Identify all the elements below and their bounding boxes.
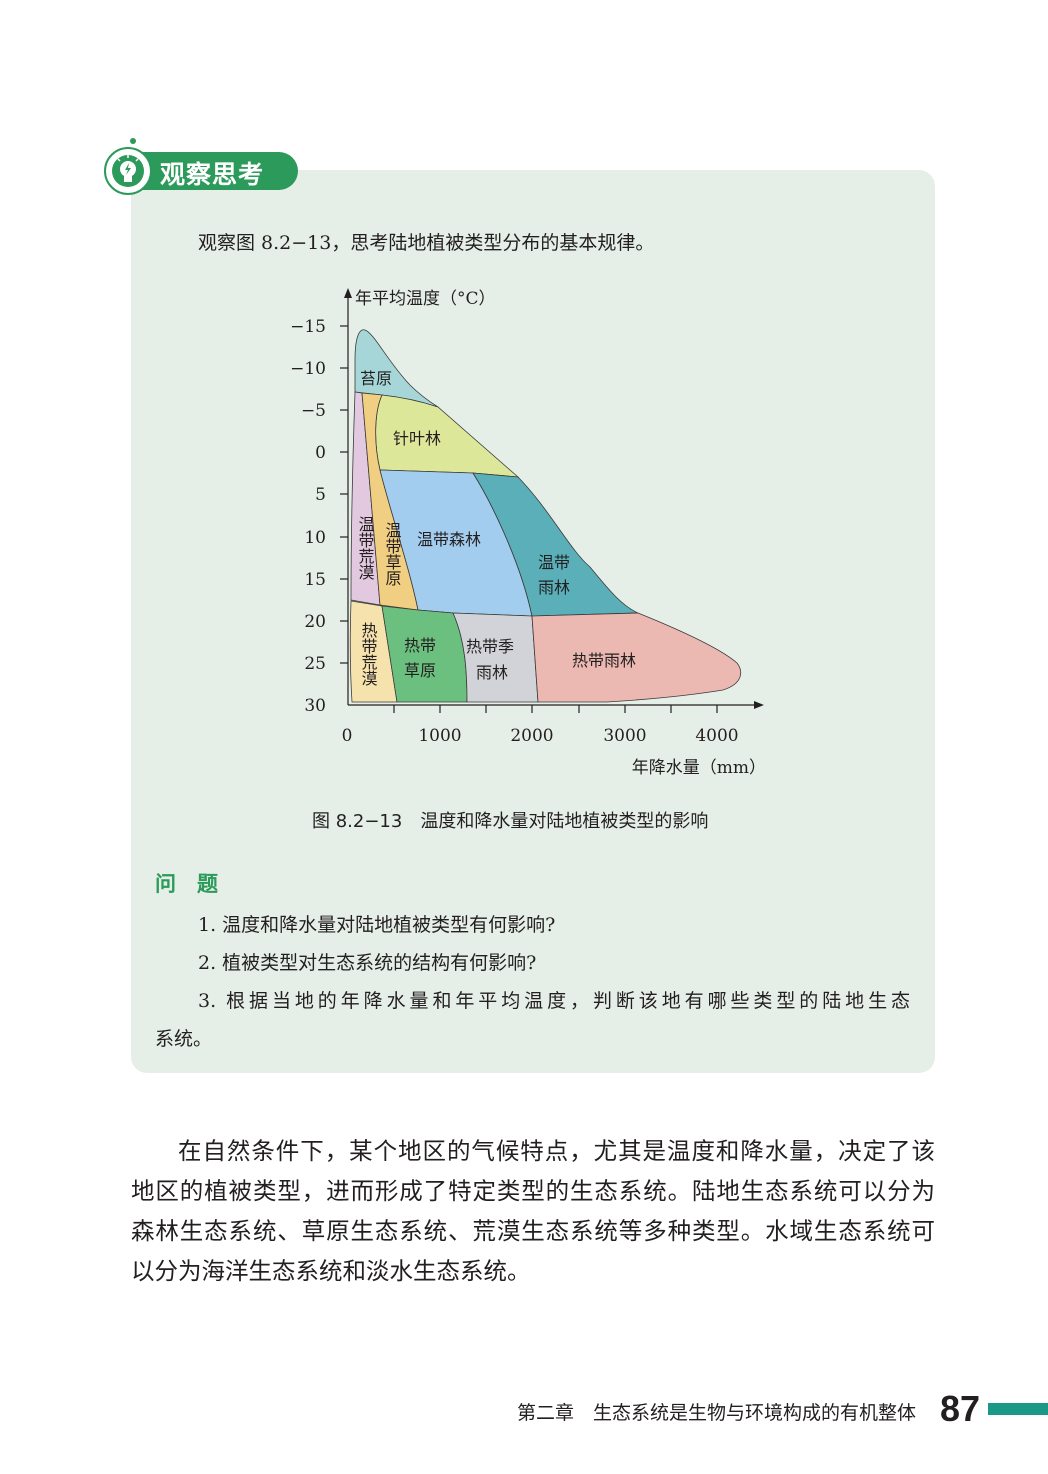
x-tick: 0	[342, 726, 353, 746]
body-line: 在自然条件下，某个地区的气候特点，尤其是温度和降水量，决定了该	[178, 1137, 935, 1165]
region-temperate-rainforest	[472, 472, 639, 617]
y-tick: 10	[304, 528, 326, 548]
region-label: 热带	[404, 636, 436, 655]
region-temperate-desert	[350, 391, 381, 606]
region-label: 草原	[404, 661, 436, 680]
x-axis-arrow-icon	[754, 701, 764, 709]
question-2: 2. 植被类型对生态系统的结构有何影响?	[198, 952, 537, 974]
y-tick: 15	[304, 570, 326, 590]
region-tropical-desert	[349, 600, 398, 703]
region-label: 热带雨林	[572, 651, 636, 670]
y-axis-arrow-icon	[344, 288, 352, 298]
region-label: 温带	[538, 553, 570, 572]
question-1: 1. 温度和降水量对陆地植被类型有何影响?	[198, 914, 556, 936]
y-axis-label: 年平均温度（°C）	[355, 289, 496, 309]
section-badge-label: 观察思考	[160, 160, 265, 189]
region-label: 热带荒漠	[359, 622, 378, 686]
page-number: 87	[940, 1388, 981, 1429]
x-tick: 3000	[603, 726, 646, 746]
region-label: 热带季	[466, 637, 514, 656]
body-line: 森林生态系统、草原生态系统、荒漠生态系统等多种类型。水域生态系统可	[131, 1217, 935, 1245]
y-tick: 20	[304, 612, 326, 632]
prompt-text: 观察图 8.2−13，思考陆地植被类型分布的基本规律。	[198, 232, 655, 254]
region-label: 雨林	[476, 663, 508, 682]
x-tick: 1000	[418, 726, 461, 746]
footer-accent-bar	[988, 1403, 1048, 1415]
question-3-cont: 系统。	[155, 1028, 213, 1050]
lightbulb-icon	[104, 147, 152, 195]
y-tick: 30	[304, 696, 326, 716]
y-tick: −5	[301, 401, 326, 421]
question-3: 3. 根据当地的年降水量和年平均温度，判断该地有哪些类型的陆地生态	[198, 990, 910, 1012]
y-tick: 0	[315, 443, 326, 463]
x-tick: 4000	[695, 726, 738, 746]
footer-chapter: 第二章 生态系统是生物与环境构成的有机整体	[516, 1402, 916, 1424]
region-label: 雨林	[538, 578, 570, 597]
x-tick: 2000	[510, 726, 553, 746]
y-tick: −15	[290, 317, 326, 337]
figure-caption: 图 8.2−13 温度和降水量对陆地植被类型的影响	[312, 811, 709, 832]
region-label: 温带草原	[383, 522, 402, 586]
badge-dot	[130, 138, 136, 144]
axes	[340, 296, 756, 713]
section-badge: 观察思考	[138, 152, 298, 190]
y-tick: 5	[315, 485, 326, 505]
region-tropical-rainforest	[531, 612, 742, 703]
region-label: 苔原	[360, 369, 392, 388]
questions-heading: 问 题	[155, 872, 218, 896]
body-line: 地区的植被类型，进而形成了特定类型的生态系统。陆地生态系统可以分为	[131, 1177, 935, 1205]
x-axis-label: 年降水量（mm）	[632, 758, 766, 778]
y-tick: 25	[304, 654, 326, 674]
body-line: 以分为海洋生态系统和淡水生态系统。	[131, 1257, 531, 1285]
region-label: 温带森林	[417, 530, 481, 549]
region-label: 针叶林	[393, 429, 441, 448]
region-label: 温带荒漠	[356, 516, 375, 580]
region-tropical-seasonal-forest	[452, 612, 539, 703]
y-tick: −10	[290, 359, 326, 379]
